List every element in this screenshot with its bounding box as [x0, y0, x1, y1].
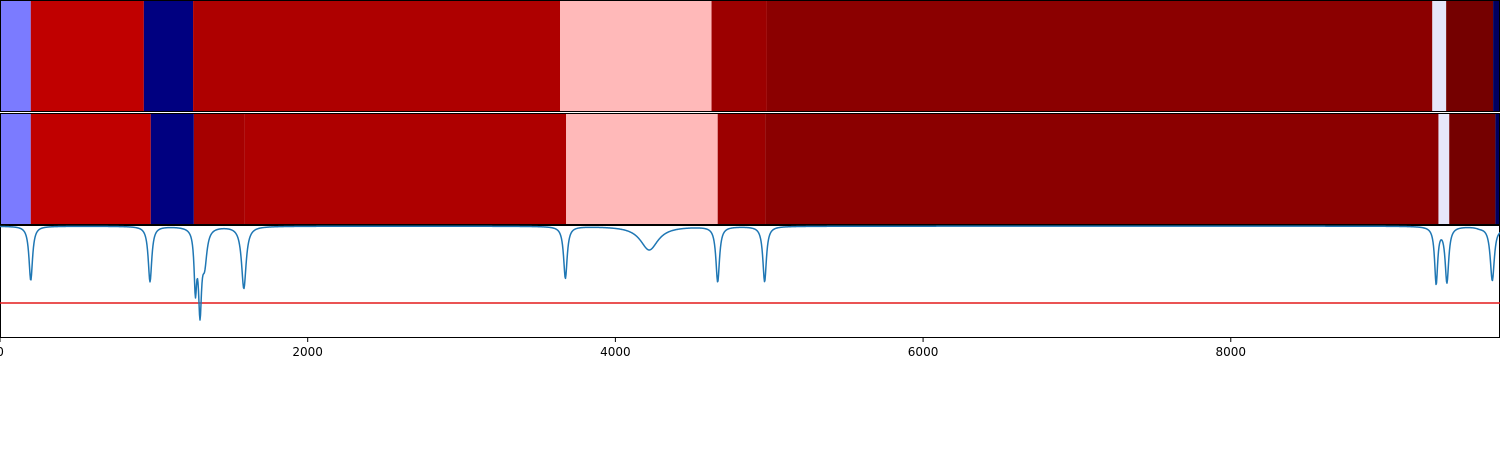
heatmap-panel-top — [0, 0, 1500, 112]
heatmap-segment — [143, 0, 194, 112]
signal-line — [0, 225, 1500, 321]
x-axis: 0 2000 4000 6000 8000 — [0, 338, 1246, 359]
x-tick-label: 4000 — [600, 345, 631, 359]
heatmap-segment — [711, 0, 767, 112]
x-tick-label: 0 — [0, 345, 4, 359]
heatmap-segment — [566, 113, 718, 225]
heatmap-segment — [0, 113, 31, 225]
heatmap-segment — [150, 113, 194, 225]
signal-panel-bottom — [0, 225, 1500, 338]
heatmap-segment — [30, 0, 144, 112]
heatmap-segment — [560, 0, 712, 112]
heatmap-segment — [193, 113, 245, 225]
heatmap-segment — [765, 113, 1439, 225]
heatmap-panel-middle — [0, 113, 1500, 225]
heatmap-segment — [0, 0, 31, 112]
heatmap-segment — [193, 0, 561, 112]
heatmap-segment — [244, 113, 567, 225]
heatmap-segment — [766, 0, 1433, 112]
heatmap-segment — [717, 113, 766, 225]
heatmap-segment — [30, 113, 151, 225]
panel-frame — [0, 225, 1500, 338]
heatmap-segment — [1449, 113, 1496, 225]
heatmap-segment — [1446, 0, 1494, 112]
heatmap-segment — [1495, 113, 1500, 225]
heatmap-segment — [1438, 113, 1450, 225]
heatmap-segment — [1432, 0, 1447, 112]
x-tick-label: 6000 — [908, 345, 939, 359]
x-tick-label: 2000 — [292, 345, 323, 359]
x-tick-label: 8000 — [1215, 345, 1246, 359]
heatmap-segment — [1493, 0, 1500, 112]
